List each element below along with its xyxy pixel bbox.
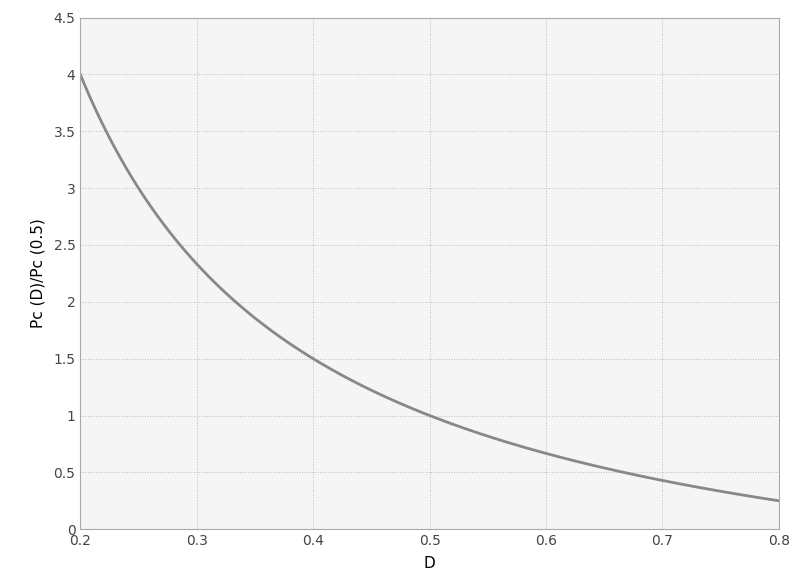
X-axis label: D: D xyxy=(423,556,435,572)
Y-axis label: Pc (D)/Pc (0.5): Pc (D)/Pc (0.5) xyxy=(30,219,45,328)
